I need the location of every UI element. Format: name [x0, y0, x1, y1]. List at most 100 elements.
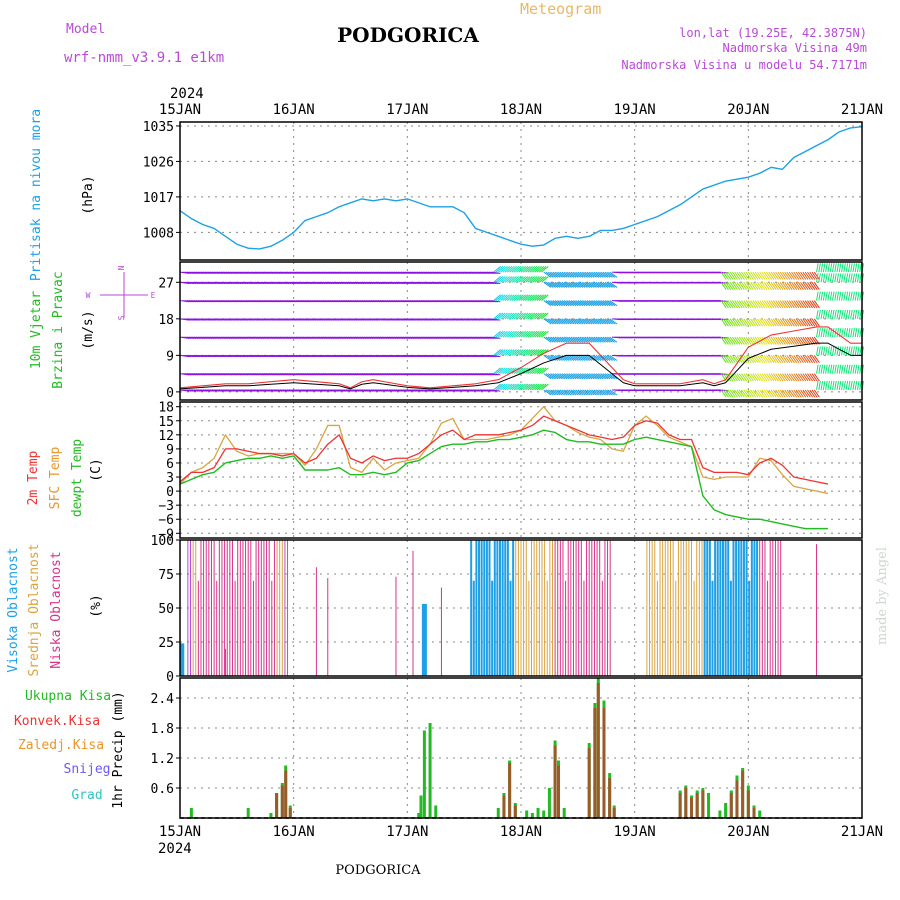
- wind-barb: [500, 294, 508, 301]
- wind-barb: [522, 349, 531, 356]
- wind-barb: [847, 309, 851, 319]
- wind-barb: [584, 281, 593, 288]
- wind-barb: [604, 318, 613, 325]
- wind-barb: [759, 282, 766, 290]
- wind-barb: [577, 281, 586, 288]
- wind-barb: [804, 373, 811, 382]
- wind-barb: [750, 300, 757, 309]
- wind-barb: [813, 300, 820, 309]
- wind-barb: [795, 300, 802, 309]
- wind-barb: [729, 389, 736, 398]
- wind-barb: [825, 364, 828, 374]
- wind-barb: [763, 373, 770, 382]
- y-tick-label: 0: [166, 485, 174, 500]
- wind-barb: [811, 271, 818, 280]
- wind-barb: [738, 282, 745, 290]
- wind-barb: [847, 380, 851, 390]
- wind-barb: [602, 281, 611, 288]
- wind-barb: [509, 330, 517, 338]
- wind-barb: [579, 271, 588, 278]
- wind-barb: [500, 349, 508, 356]
- wind-barb: [536, 276, 545, 283]
- wind-barb: [572, 389, 581, 396]
- wind-barb: [491, 336, 501, 339]
- precip-total-bar: [530, 813, 534, 818]
- wind-barb: [577, 389, 586, 396]
- wind-barb: [525, 294, 533, 301]
- wind-barb: [727, 300, 734, 309]
- wind-barb: [593, 271, 602, 278]
- wind-barb: [834, 309, 837, 319]
- wind-barb: [786, 389, 793, 398]
- axis-labels: 15JAN 15JAN 16JAN 16JAN 17JAN 17JAN 18JAN 18JAN…: [143, 102, 883, 840]
- wind-barb: [843, 263, 846, 273]
- wind-barb: [570, 300, 579, 307]
- wind-barb: [563, 389, 572, 396]
- wind-barb: [766, 389, 773, 398]
- wind-barb: [856, 346, 860, 356]
- wind-barb: [827, 380, 830, 390]
- wind-barb: [822, 291, 826, 301]
- wind-barb: [788, 318, 795, 327]
- wind-barb: [509, 265, 517, 273]
- wind-barb: [738, 271, 745, 280]
- wind-barb: [845, 346, 849, 356]
- wind-barb: [752, 373, 759, 382]
- wind-barb: [795, 336, 802, 345]
- wind-barb: [602, 373, 611, 380]
- wind-barb: [572, 281, 581, 288]
- wind-barb: [527, 330, 536, 338]
- wind-barb: [843, 291, 846, 301]
- wind-barb: [763, 318, 770, 327]
- wind-barb: [550, 336, 559, 343]
- wind-barb: [843, 380, 846, 390]
- wind-barb: [513, 383, 522, 391]
- wind-barb: [841, 263, 844, 273]
- wind-barb: [511, 294, 520, 301]
- wind-barb: [768, 318, 775, 327]
- wind-barb: [750, 318, 757, 327]
- time-tick-bottom: 20JAN: [727, 824, 769, 840]
- wind-barb: [725, 373, 732, 382]
- wind-barb: [595, 318, 604, 325]
- wind-barb: [579, 300, 588, 307]
- wind-barb: [600, 271, 609, 278]
- wind-barb: [766, 373, 773, 382]
- wind-barb: [763, 355, 770, 364]
- wind-barb: [838, 380, 842, 390]
- wind-barb: [763, 389, 770, 398]
- wind-barb: [741, 389, 748, 398]
- wind-barb: [568, 373, 577, 380]
- wind-barb: [509, 312, 517, 320]
- wind-barb: [775, 271, 782, 280]
- wind-barb: [729, 318, 736, 327]
- wind-barb: [525, 383, 533, 391]
- wind-barb: [811, 373, 818, 382]
- wind-barb: [513, 330, 522, 338]
- dewpt-temp-line: [179, 429, 828, 530]
- wind-barb: [559, 336, 568, 343]
- wind-barb: [493, 349, 501, 356]
- wind-barb: [782, 318, 789, 327]
- y-tick-label: 1017: [143, 191, 174, 206]
- wind-barb: [561, 318, 570, 325]
- wind-barb: [836, 273, 840, 283]
- wind-barb: [722, 336, 729, 345]
- wind-barb: [588, 373, 597, 380]
- wind-barb: [763, 282, 770, 290]
- wind-barb: [527, 294, 536, 301]
- wind-barb: [491, 281, 501, 285]
- wind-barb: [788, 271, 795, 280]
- wind-barb: [847, 273, 851, 283]
- wind-barb: [770, 336, 777, 345]
- wind-barb: [802, 373, 809, 382]
- wind-barb: [747, 373, 754, 382]
- wind-barb: [834, 364, 837, 374]
- wind-barb: [607, 354, 616, 361]
- precip-total-bar: [417, 813, 421, 818]
- wind-barb: [591, 354, 600, 361]
- temp-2m-label: 2m Temp: [26, 450, 41, 505]
- wind-barb: [509, 294, 517, 301]
- wind-barb: [543, 336, 552, 343]
- wind-barb: [779, 389, 786, 398]
